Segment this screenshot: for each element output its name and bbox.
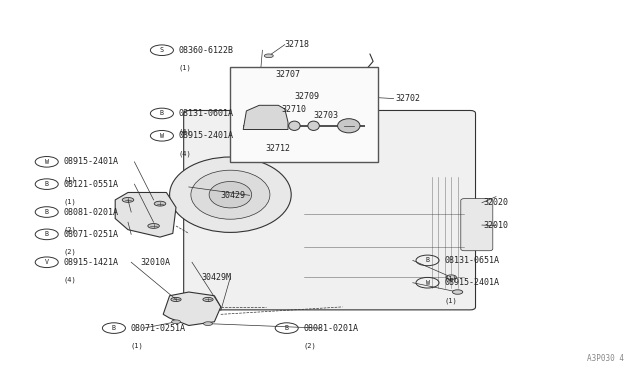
Text: 08081-0201A: 08081-0201A	[63, 208, 118, 217]
Text: B: B	[112, 325, 116, 331]
Ellipse shape	[338, 119, 360, 133]
Text: (1): (1)	[179, 65, 191, 71]
Text: W: W	[160, 133, 164, 139]
Polygon shape	[115, 192, 176, 237]
Text: 32702: 32702	[396, 94, 420, 103]
Text: (2): (2)	[63, 227, 76, 233]
Text: 32710: 32710	[282, 105, 307, 114]
Text: 08131-0651A: 08131-0651A	[444, 256, 499, 265]
Text: 08121-0551A: 08121-0551A	[63, 180, 118, 189]
Text: (1): (1)	[444, 275, 457, 282]
Ellipse shape	[446, 275, 456, 279]
Text: 08071-0251A: 08071-0251A	[131, 324, 186, 333]
Text: 08915-2401A: 08915-2401A	[179, 131, 234, 140]
Text: 08915-1421A: 08915-1421A	[63, 258, 118, 267]
Text: S: S	[160, 47, 164, 53]
Ellipse shape	[203, 298, 213, 301]
Text: B: B	[160, 110, 164, 116]
Text: (4): (4)	[63, 277, 76, 283]
Text: 30429: 30429	[221, 191, 246, 200]
Ellipse shape	[204, 322, 212, 326]
Text: (2): (2)	[63, 249, 76, 256]
Ellipse shape	[452, 290, 463, 294]
Text: W: W	[45, 159, 49, 165]
Ellipse shape	[148, 224, 159, 228]
Text: (2): (2)	[303, 343, 316, 349]
Text: 32707: 32707	[275, 70, 300, 79]
Text: (1): (1)	[444, 297, 457, 304]
Text: (1): (1)	[63, 176, 76, 183]
FancyBboxPatch shape	[293, 104, 351, 126]
Ellipse shape	[122, 198, 134, 202]
Text: B: B	[45, 181, 49, 187]
Ellipse shape	[273, 137, 284, 141]
Text: (4): (4)	[179, 150, 191, 157]
Text: (1): (1)	[63, 199, 76, 205]
Text: (1): (1)	[131, 343, 143, 349]
Ellipse shape	[171, 298, 181, 301]
FancyBboxPatch shape	[184, 110, 476, 310]
Text: (4): (4)	[179, 128, 191, 135]
Ellipse shape	[191, 170, 270, 219]
Ellipse shape	[234, 103, 246, 109]
FancyBboxPatch shape	[461, 199, 493, 251]
Ellipse shape	[170, 157, 291, 232]
Text: B: B	[285, 325, 289, 331]
Text: 32712: 32712	[266, 144, 291, 153]
Text: B: B	[45, 209, 49, 215]
Ellipse shape	[356, 125, 367, 129]
Text: 32709: 32709	[294, 92, 319, 101]
Polygon shape	[163, 292, 221, 326]
Text: 08360-6122B: 08360-6122B	[179, 46, 234, 55]
Text: B: B	[426, 257, 429, 263]
Text: 32703: 32703	[314, 111, 339, 120]
Ellipse shape	[209, 182, 252, 208]
Ellipse shape	[308, 121, 319, 131]
Ellipse shape	[254, 85, 264, 90]
Polygon shape	[243, 105, 288, 129]
Ellipse shape	[299, 115, 309, 119]
Text: 08915-2401A: 08915-2401A	[63, 157, 118, 166]
Text: 08131-0601A: 08131-0601A	[179, 109, 234, 118]
Bar	[230, 67, 378, 162]
Ellipse shape	[154, 201, 166, 206]
Text: 30429M: 30429M	[202, 273, 232, 282]
Text: B: B	[45, 231, 49, 237]
Ellipse shape	[289, 121, 300, 131]
Text: 08081-0201A: 08081-0201A	[303, 324, 358, 333]
Text: 32718: 32718	[285, 40, 310, 49]
Ellipse shape	[264, 54, 273, 58]
Text: A3P030 4: A3P030 4	[587, 354, 624, 363]
Text: W: W	[426, 280, 429, 286]
Ellipse shape	[235, 109, 245, 113]
Ellipse shape	[172, 320, 180, 324]
Text: 32020: 32020	[483, 198, 508, 207]
Text: 32010A: 32010A	[141, 258, 171, 267]
Text: V: V	[45, 259, 49, 265]
Text: 08071-0251A: 08071-0251A	[63, 230, 118, 239]
Ellipse shape	[286, 158, 296, 162]
Text: 32010: 32010	[483, 221, 508, 230]
Text: 08915-2401A: 08915-2401A	[444, 278, 499, 287]
